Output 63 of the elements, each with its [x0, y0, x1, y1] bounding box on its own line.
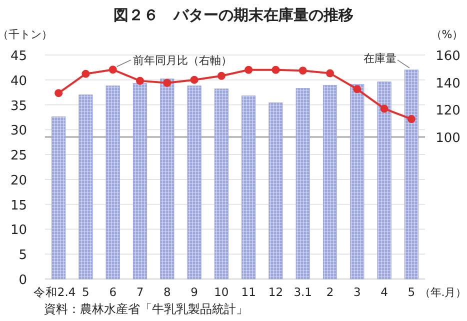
- point: [407, 115, 416, 124]
- y-tick-label: 25: [10, 148, 27, 164]
- bar: [78, 94, 93, 280]
- bar: [350, 84, 364, 280]
- x-tick-label: 4: [380, 285, 388, 299]
- y-tick-label: 15: [10, 198, 27, 214]
- x-tick-label: 6: [109, 285, 117, 299]
- bar: [187, 86, 202, 280]
- y2-tick-label: 120: [436, 104, 460, 119]
- bar: [132, 83, 148, 280]
- point: [272, 66, 280, 74]
- x-tick-label: 3: [353, 285, 361, 299]
- x-tick-label: 5: [408, 285, 416, 299]
- x-tick-label: 5: [82, 285, 90, 299]
- y2-axis-title: （%）: [430, 28, 464, 41]
- point: [353, 85, 362, 94]
- point: [163, 78, 172, 87]
- point: [136, 76, 144, 85]
- y-tick-label: 30: [10, 124, 27, 139]
- y-tick-label: 0: [18, 273, 27, 288]
- y-tick-label: 20: [10, 173, 27, 188]
- x-axis-title: （年.月）: [419, 286, 467, 299]
- y2-tick-label: 100: [436, 130, 460, 146]
- y-tick-label: 45: [10, 49, 27, 64]
- bar: [377, 82, 392, 280]
- x-tick-label: 令和2.4: [33, 285, 76, 299]
- bar: [214, 88, 228, 280]
- point: [326, 69, 334, 78]
- y-tick-label: 35: [10, 98, 27, 114]
- bar: [242, 96, 256, 280]
- point: [380, 104, 388, 113]
- bar: [322, 85, 338, 280]
- text: 資料：農林水産省「牛乳乳製品統計」: [44, 302, 248, 316]
- x-tick-label: 8: [163, 285, 171, 299]
- point: [244, 66, 253, 74]
- point: [82, 70, 90, 78]
- x-tick-label: 12: [268, 285, 284, 299]
- y2-tick-label: 160: [436, 49, 460, 64]
- series-label: 在庫量: [363, 52, 396, 65]
- point: [298, 66, 307, 75]
- bar: [52, 116, 66, 280]
- point: [217, 72, 226, 80]
- x-tick-label: 11: [241, 285, 256, 299]
- point: [54, 89, 63, 98]
- bar: [404, 70, 418, 280]
- x-tick-label: 9: [190, 285, 198, 299]
- point: [190, 76, 198, 84]
- bar: [106, 86, 120, 280]
- x-tick-label: 3.1: [294, 285, 312, 299]
- x-tick-label: 7: [136, 285, 144, 299]
- x-tick-label: 2: [326, 285, 334, 299]
- y-axis-title: （千トン）: [0, 28, 52, 41]
- x-tick-label: 10: [214, 285, 229, 299]
- y-tick-label: 10: [10, 223, 27, 238]
- y-tick-label: 40: [10, 74, 27, 89]
- bar: [268, 102, 283, 280]
- y-tick-label: 5: [18, 248, 27, 264]
- bar: [160, 78, 174, 280]
- chart-title: 図２６ バターの期末在庫量の推移: [114, 6, 354, 24]
- series-label: 前年同月比（右軸）: [132, 54, 232, 67]
- y2-tick-label: 140: [436, 76, 460, 92]
- point: [108, 66, 117, 74]
- bar: [296, 88, 310, 280]
